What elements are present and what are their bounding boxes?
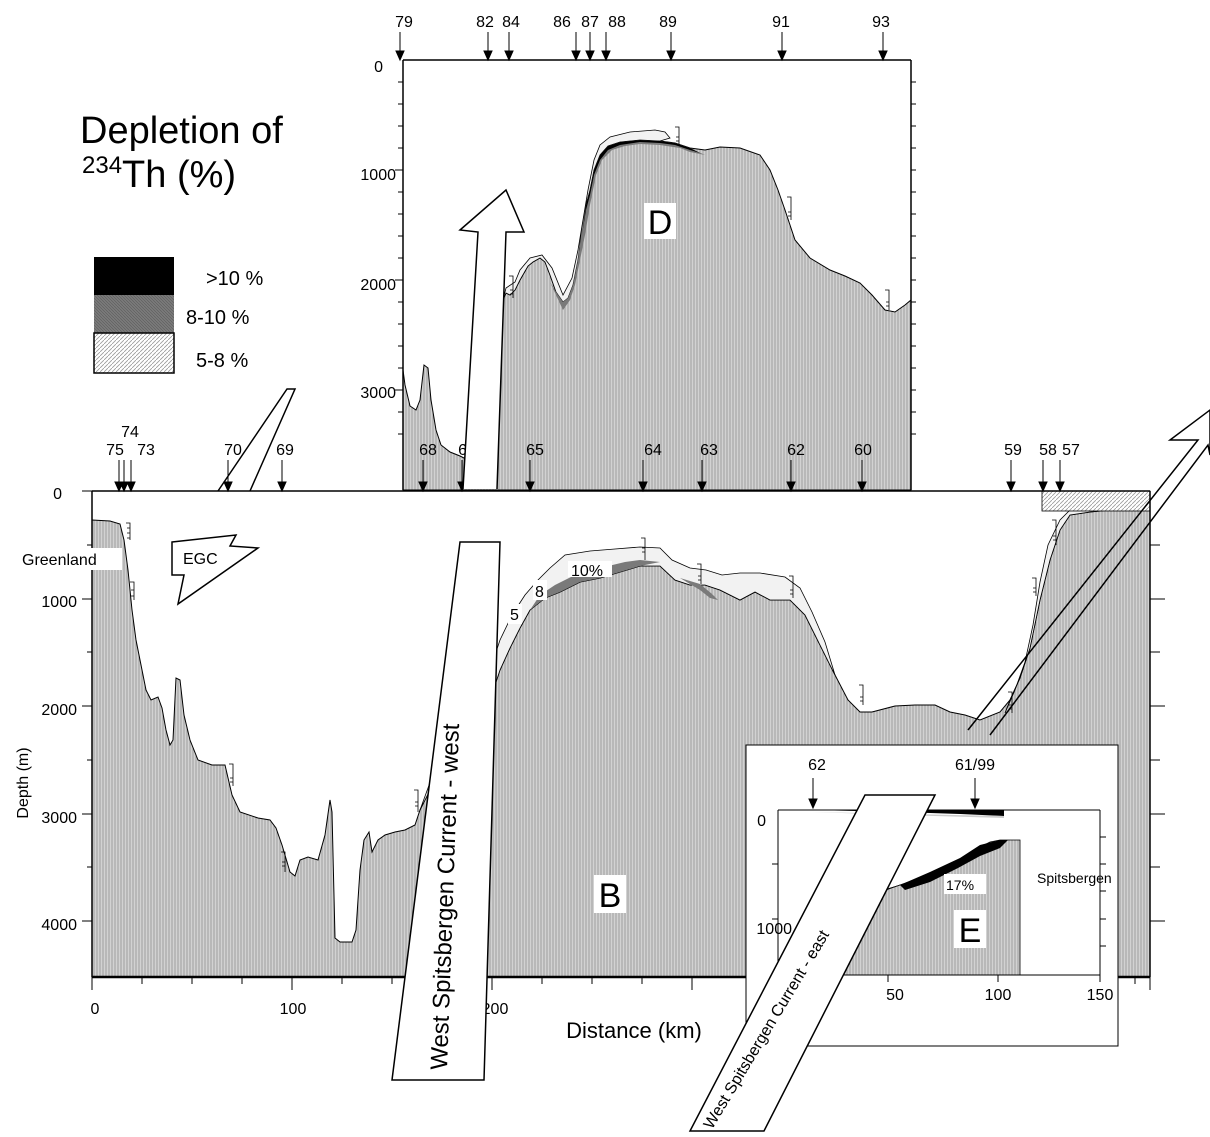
legend: >10 % 8-10 % 5-8 % [93, 257, 263, 374]
section-d-station: 91 [772, 14, 790, 31]
depletion-label-10pct: 10% [571, 563, 603, 580]
section-d-station: 84 [502, 14, 520, 31]
greenland-label: Greenland [22, 552, 97, 569]
legend-title-line2: 234Th (%) [82, 152, 236, 196]
depletion-label-17pct: 17% [946, 877, 974, 893]
legend-swatch-8-10 [94, 295, 174, 333]
section-b-station: 70 [224, 442, 242, 459]
section-d-depth-2000: 2000 [360, 277, 396, 294]
section-e-station: 62 [808, 757, 826, 774]
section-b-y-axis-label: Depth (m) [15, 747, 32, 818]
current-arrow-north [458, 188, 526, 490]
section-b-station: 57 [1062, 442, 1080, 459]
section-e-label: E [959, 912, 982, 950]
section-b-station: 69 [276, 442, 294, 459]
section-e-band [900, 840, 1008, 890]
section-d: 0 1000 2000 3000 79 82 84 86 87 88 89 91… [360, 14, 916, 491]
legend-swatch-5-8 [93, 332, 175, 374]
section-b-band-east-surface [1041, 490, 1151, 512]
wsc-west-box: West Spitsbergen Current - west [391, 541, 501, 1081]
section-d-station: 79 [395, 14, 413, 31]
section-e-distance-50: 50 [886, 987, 904, 1004]
legend-label-5-8: 5-8 % [196, 350, 248, 372]
legend-title-main: Th (%) [122, 154, 236, 196]
section-d-station: 88 [608, 14, 626, 31]
section-b-station: 62 [787, 442, 805, 459]
legend-label-gt10: >10 % [206, 268, 263, 290]
section-b-station: 60 [854, 442, 872, 459]
section-b-depth-4000: 4000 [41, 917, 77, 934]
section-b-station: 58 [1039, 442, 1057, 459]
isotope-mass-number: 234 [82, 152, 122, 179]
legend-label-8-10: 8-10 % [186, 307, 250, 329]
section-d-depth-1000: 1000 [360, 167, 396, 184]
section-d-label: D [648, 204, 673, 242]
current-arrow-west-upper [217, 388, 297, 492]
depletion-label-5: 5 [510, 607, 519, 624]
legend-swatch-gt10 [94, 257, 174, 295]
legend-title-line1: Depletion of [80, 110, 283, 152]
section-b-station: 75 [106, 442, 124, 459]
spitsbergen-label: Spitsbergen [1037, 870, 1112, 886]
section-e-distance-100: 100 [985, 987, 1012, 1004]
section-b-depth-2000: 2000 [41, 702, 77, 719]
section-d-station: 93 [872, 14, 890, 31]
egc-arrow: EGC [171, 534, 261, 606]
section-b-band-8-10-east [680, 578, 718, 600]
section-e-depth-1000: 1000 [756, 921, 792, 938]
section-d-station: 82 [476, 14, 494, 31]
section-b-station: 59 [1004, 442, 1022, 459]
section-d-station: 89 [659, 14, 677, 31]
section-b-depth-1000: 1000 [41, 594, 77, 611]
section-e-depth-0: 0 [757, 813, 766, 830]
section-b-station: 73 [137, 442, 155, 459]
egc-label: EGC [183, 551, 218, 568]
section-b-depth-3000: 3000 [41, 810, 77, 827]
section-b-station-74: 74 [121, 424, 139, 441]
section-d-station: 86 [553, 14, 571, 31]
section-d-station: 87 [581, 14, 599, 31]
section-b-station: 68 [419, 442, 437, 459]
section-b-station: 65 [526, 442, 544, 459]
section-b-station: 63 [700, 442, 718, 459]
section-b-distance-0: 0 [91, 1001, 100, 1018]
section-b-x-axis-label: Distance (km) [566, 1018, 702, 1043]
section-e-distance-150: 150 [1087, 987, 1114, 1004]
depletion-label-8: 8 [535, 584, 544, 601]
section-b-label: B [599, 877, 622, 915]
section-d-depth-3000: 3000 [360, 385, 396, 402]
section-b-distance-100: 100 [280, 1001, 307, 1018]
section-b-distance-200: 200 [482, 1001, 509, 1018]
section-b-depth-0: 0 [53, 486, 62, 503]
section-d-depth-0: 0 [374, 59, 383, 76]
section-b-station: 64 [644, 442, 662, 459]
section-e-surface-band [812, 810, 1004, 816]
section-e-station: 61/99 [955, 757, 995, 774]
current-arrow-east [967, 409, 1210, 736]
